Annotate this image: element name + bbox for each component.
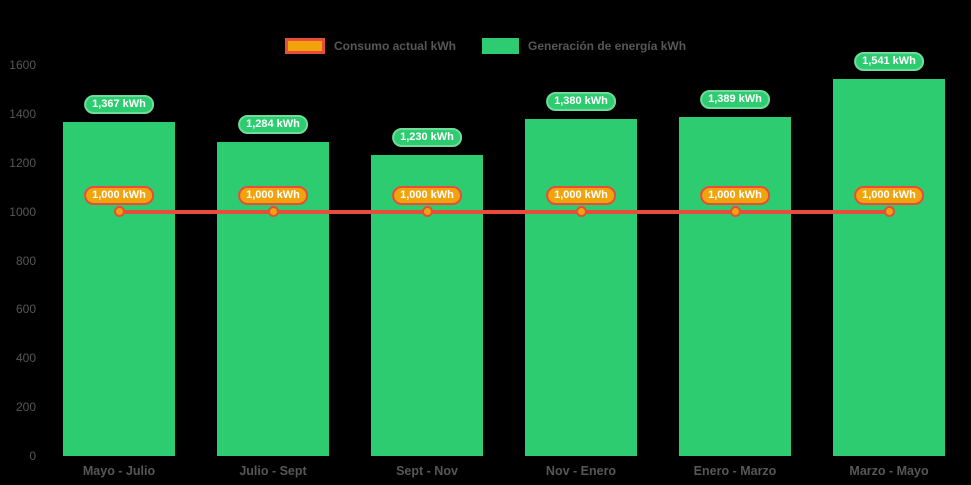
y-tick-label: 1200	[9, 155, 36, 170]
y-tick-label: 1600	[9, 58, 36, 72]
bar-5[interactable]	[679, 116, 791, 456]
x-axis-label: Sept - Nov	[396, 464, 458, 478]
consumo-color-swatch	[284, 38, 325, 54]
x-axis-label: Mayo - Julio	[82, 464, 156, 478]
bar-value-label: 1,367 kWh	[84, 94, 154, 114]
generacion-color-swatch	[481, 38, 519, 54]
y-tick-label: 600	[15, 302, 36, 317]
legend-label-generacion: Generación de energía kWh	[527, 39, 687, 53]
bar-6[interactable]	[833, 79, 945, 456]
x-axis-label: Julio - Sept	[239, 464, 307, 478]
bar-4[interactable]	[525, 118, 637, 456]
point-value-label: 1,000 kWh	[546, 185, 616, 205]
point-value-label: 1,000 kWh	[392, 185, 462, 205]
y-tick-label: 200	[15, 400, 36, 415]
line-point-3[interactable]	[421, 206, 433, 218]
legend-item-consumo[interactable]: Consumo actual kWh	[284, 38, 456, 54]
consumption-line	[119, 209, 889, 214]
bar-value-label: 1,389 kWh	[700, 89, 770, 109]
line-point-6[interactable]	[883, 206, 895, 218]
line-point-4[interactable]	[575, 206, 587, 218]
y-tick-label: 1400	[9, 106, 36, 121]
bar-value-label: 1,541 kWh	[854, 52, 924, 72]
bar-1[interactable]	[63, 121, 175, 456]
bar-value-label: 1,230 kWh	[392, 128, 462, 148]
bar-value-label: 1,380 kWh	[546, 91, 616, 111]
y-tick-label: 400	[15, 351, 36, 366]
line-point-2[interactable]	[267, 206, 279, 218]
x-axis-label: Enero - Marzo	[693, 464, 777, 478]
legend-item-generacion[interactable]: Generación de energía kWh	[481, 38, 687, 54]
point-value-label: 1,000 kWh	[854, 185, 924, 205]
bar-3[interactable]	[371, 155, 483, 456]
point-value-label: 1,000 kWh	[700, 185, 770, 205]
point-value-label: 1,000 kWh	[84, 185, 154, 205]
line-point-5[interactable]	[729, 206, 741, 218]
legend: Consumo actual kWh Generación de energía…	[0, 38, 971, 54]
y-tick-label: 800	[15, 253, 36, 268]
y-tick-label: 1000	[9, 204, 36, 219]
point-value-label: 1,000 kWh	[238, 185, 308, 205]
legend-label-consumo: Consumo actual kWh	[333, 39, 456, 53]
y-tick-label: 0	[29, 449, 36, 463]
bar-value-label: 1,284 kWh	[238, 115, 308, 135]
x-axis-label: Nov - Enero	[545, 464, 617, 478]
x-axis-label: Marzo - Mayo	[849, 464, 929, 478]
line-point-1[interactable]	[113, 206, 125, 218]
